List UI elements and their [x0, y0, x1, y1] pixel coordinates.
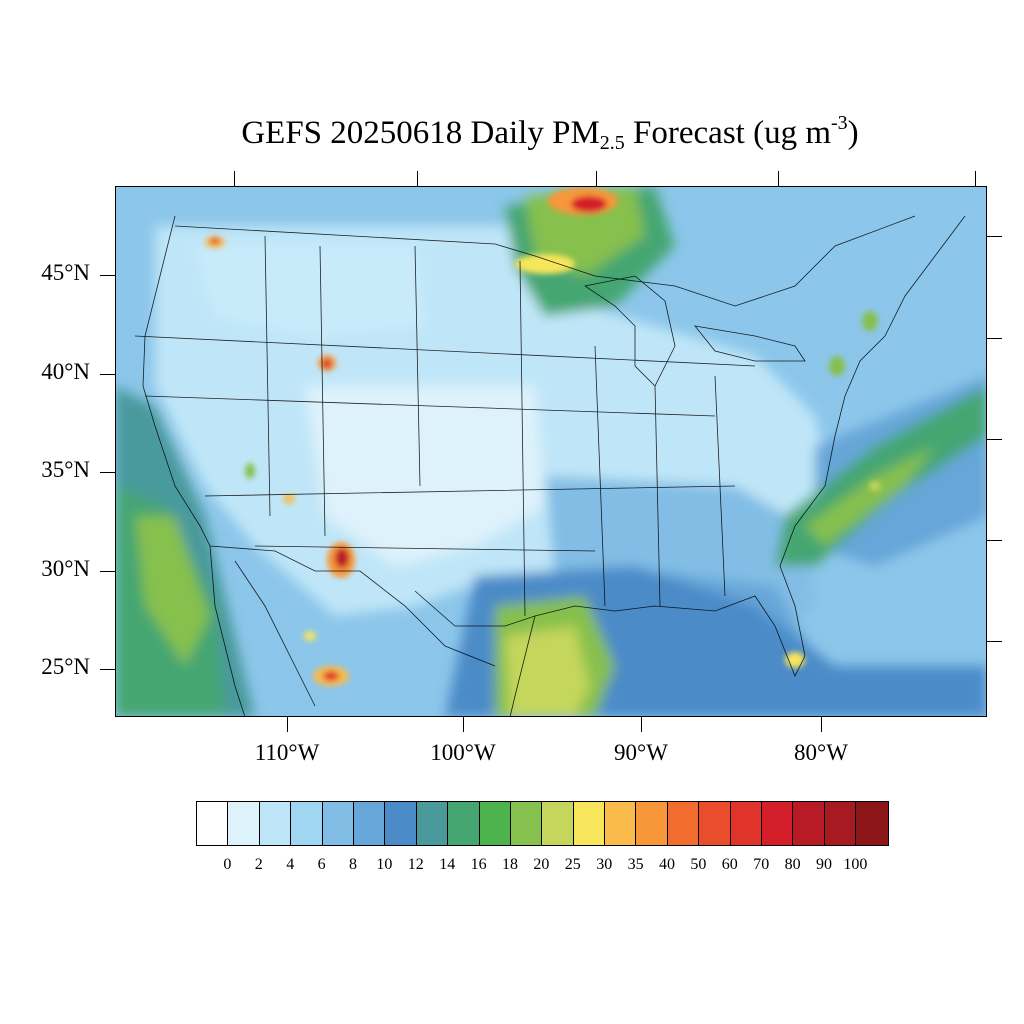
right-tick — [987, 540, 1002, 541]
colorbar-swatch — [291, 802, 323, 845]
top-tick — [975, 171, 976, 186]
lon-label-100w: 100°W — [430, 740, 496, 765]
us-coastline-west — [142, 215, 211, 547]
left-tick — [100, 275, 115, 276]
right-tick — [987, 641, 1002, 642]
colorbar-swatch — [793, 802, 825, 845]
colorbar-swatch — [636, 802, 668, 845]
colorbar-level-label: 18 — [502, 856, 518, 873]
title-subscript: 2.5 — [599, 132, 625, 154]
mexico-west-coast — [234, 560, 316, 707]
pm25-forecast-map — [115, 186, 987, 717]
top-tick — [417, 171, 418, 186]
colorbar-swatch — [479, 802, 511, 845]
lat-label-45n: 45°N — [41, 260, 90, 285]
lon-label-80w: 80°W — [794, 740, 848, 765]
atlantic-coast — [779, 215, 966, 567]
title-main: GEFS 20250618 Daily PM — [241, 115, 600, 151]
colorbar-level-label: 70 — [753, 856, 770, 873]
top-tick — [778, 171, 779, 186]
colorbar-labels: 0 2 4 6 8 10 12 14 16 18 20 25 30 35 40 50 60 70 80 90 100 — [0, 856, 1024, 878]
colorbar-level-label: 14 — [439, 856, 456, 873]
colorbar-swatch — [856, 802, 888, 845]
colorbar-level-label: 30 — [596, 856, 613, 873]
map-title: GEFS 20250618 Daily PM2.5 Forecast (ug m… — [0, 112, 1024, 155]
colorbar-level-label: 40 — [659, 856, 675, 873]
left-tick — [100, 669, 115, 670]
baja-coast — [209, 545, 246, 717]
colorbar-level-label: 80 — [784, 856, 801, 873]
colorbar-swatch — [510, 802, 543, 845]
bottom-tick — [463, 717, 464, 732]
bottom-tick — [287, 717, 288, 732]
colorbar-level-label: 60 — [721, 856, 738, 873]
top-tick — [596, 171, 597, 186]
mexico-border — [209, 545, 496, 667]
colorbar-swatch — [762, 802, 794, 845]
canada-border — [174, 215, 916, 307]
colorbar-swatch — [228, 802, 260, 845]
colorbar-level-label: 25 — [564, 856, 581, 873]
colorbar-level-label: 6 — [317, 856, 326, 873]
colorbar-level-label: 10 — [376, 856, 393, 873]
gulf-coast — [414, 565, 806, 677]
bottom-tick — [821, 717, 822, 732]
colorbar-level-label: 100 — [843, 856, 868, 873]
lon-label-110w: 110°W — [254, 740, 320, 765]
colorbar-swatch — [353, 802, 386, 845]
lat-label-25n: 25°N — [41, 654, 90, 679]
colorbar-level-label: 50 — [690, 856, 707, 873]
colorbar-swatch — [448, 802, 480, 845]
lat-label-30n: 30°N — [41, 556, 90, 581]
lon-label-90w: 90°W — [614, 740, 668, 765]
colorbar-level-label: 2 — [254, 856, 263, 873]
colorbar-level-label: 90 — [816, 856, 832, 873]
colorbar-swatch — [824, 802, 857, 845]
left-tick — [100, 472, 115, 473]
right-tick — [987, 236, 1002, 237]
title-tail: Forecast (ug m — [624, 115, 831, 151]
colorbar-swatch — [699, 802, 731, 845]
colorbar-swatch — [416, 802, 449, 845]
colorbar-swatch — [259, 802, 292, 845]
colorbar-swatch — [197, 802, 229, 845]
colorbar-level-label: 8 — [349, 856, 357, 873]
colorbar-level-label: 35 — [627, 856, 644, 873]
title-close: ) — [847, 115, 859, 151]
state-lines-v — [264, 235, 726, 617]
colorbar-level-label: 20 — [533, 856, 550, 873]
top-tick — [234, 171, 235, 186]
colorbar-swatch — [322, 802, 354, 845]
texas-mexico-coast — [509, 615, 536, 717]
colorbar-swatch — [385, 802, 417, 845]
colorbar — [196, 801, 889, 846]
colorbar-swatch — [730, 802, 763, 845]
right-tick — [987, 439, 1002, 440]
colorbar-swatch — [573, 802, 606, 845]
right-tick — [987, 338, 1002, 339]
lat-label-40n: 40°N — [41, 359, 90, 384]
colorbar-swatch — [667, 802, 700, 845]
colorbar-level-label: 4 — [286, 856, 295, 873]
colorbar-swatch — [542, 802, 574, 845]
left-tick — [100, 571, 115, 572]
colorbar-level-label: 0 — [223, 856, 232, 873]
title-superscript: -3 — [831, 112, 848, 134]
bottom-tick — [641, 717, 642, 732]
lat-label-35n: 35°N — [41, 457, 90, 482]
colorbar-level-label: 12 — [407, 856, 424, 873]
colorbar-level-label: 16 — [470, 856, 487, 873]
colorbar-swatch — [605, 802, 637, 845]
state-lines-h — [134, 335, 756, 552]
left-tick — [100, 374, 115, 375]
